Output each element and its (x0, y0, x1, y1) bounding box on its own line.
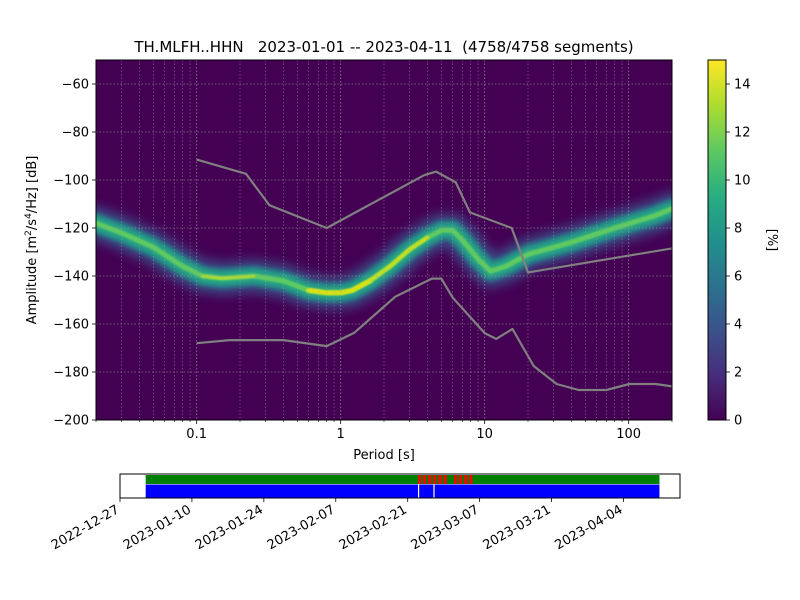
y-tick-label: −60 (62, 78, 89, 93)
chart-title: TH.MLFH..HHN 2023-01-01 -- 2023-04-11 (4… (133, 38, 633, 56)
y-tick-label: −120 (53, 222, 89, 237)
gap-marker (438, 475, 442, 484)
timeline-x-axis: 2022-12-272023-01-102023-01-242023-02-07… (49, 498, 625, 553)
psd-break (433, 484, 435, 498)
new-low-noise-model (196, 277, 672, 392)
x-axis-label: Period [s] (353, 448, 415, 463)
y-axis-label-sup1: 2 (24, 230, 34, 236)
gap-marker (417, 475, 421, 484)
timeline-tick-label: 2022-12-27 (49, 502, 122, 553)
gap-marker (423, 475, 427, 484)
colorbar-tick-label: 2 (734, 366, 742, 381)
colorbar-tick-label: 10 (734, 174, 751, 189)
x-axis: 0.1 1 10 100 (95, 420, 673, 442)
y-axis-label-main: Amplitude [m (25, 236, 40, 325)
density-band-peak-2 (368, 235, 430, 283)
psd-break (417, 484, 420, 498)
gap-marker (459, 475, 463, 484)
colorbar-tick-label: 0 (734, 414, 742, 429)
density-band-peak-1 (306, 278, 373, 296)
y-axis-label-mid: /s (25, 219, 40, 230)
colorbar-gradient (707, 59, 727, 421)
timeline-tick-label: 2023-02-07 (265, 502, 338, 553)
y-tick-label: −80 (62, 126, 89, 141)
density-band (96, 191, 672, 310)
colorbar-ticks: 0 2 4 6 8 10 12 14 (726, 78, 751, 429)
timeline-bars (145, 475, 660, 498)
y-axis-label-end: /Hz] [dB] (25, 156, 40, 214)
noise-models (196, 158, 672, 392)
colorbar-tick-label: 8 (734, 222, 742, 237)
colorbar-tick-label: 12 (734, 126, 751, 141)
coverage-bar (145, 475, 660, 484)
x-tick-label: 0.1 (186, 427, 207, 442)
psd-plot: 0.1 1 10 100 −60 −80 −100 −120 −140 −160 −180 −200… (24, 59, 673, 463)
colorbar: 0 2 4 6 8 10 12 14 [%] (707, 59, 779, 429)
gap-marker (433, 475, 437, 484)
data-coverage-timeline: 2022-12-272023-01-102023-01-242023-02-07… (49, 473, 681, 553)
colorbar-label: [%] (764, 229, 779, 252)
y-tick-label: −180 (53, 366, 89, 381)
gap-marker (428, 475, 432, 484)
timeline-tick-label: 2023-02-21 (337, 502, 410, 553)
y-axis: −60 −80 −100 −120 −140 −160 −180 −200 (53, 78, 96, 429)
y-tick-label: −200 (53, 414, 89, 429)
timeline-tick-label: 2023-03-07 (409, 502, 482, 553)
y-axis-label-sup2: 4 (24, 213, 34, 219)
gap-marker (443, 475, 447, 484)
gap-marker (469, 475, 473, 484)
colorbar-tick-label: 4 (734, 318, 742, 333)
grid (96, 60, 672, 420)
y-tick-label: −140 (53, 270, 89, 285)
gap-marker (464, 475, 468, 484)
new-high-noise-model (196, 158, 672, 274)
x-tick-label: 1 (337, 427, 345, 442)
timeline-tick-label: 2023-01-10 (121, 502, 194, 553)
timeline-tick-label: 2023-04-04 (553, 502, 626, 553)
colorbar-tick-label: 14 (734, 78, 751, 93)
timeline-tick-label: 2023-01-24 (193, 502, 266, 553)
y-tick-label: −160 (53, 318, 89, 333)
density-band-peak-3 (201, 274, 256, 280)
y-axis-label: Amplitude [m2/s4/Hz] [dB] (24, 156, 40, 325)
x-tick-label: 10 (476, 427, 493, 442)
y-tick-label: −100 (53, 174, 89, 189)
gap-marker (453, 475, 457, 484)
colorbar-tick-label: 6 (734, 270, 742, 285)
timeline-tick-label: 2023-03-21 (481, 502, 554, 553)
x-tick-label: 100 (616, 427, 641, 442)
psd-segments-bar (145, 484, 660, 498)
